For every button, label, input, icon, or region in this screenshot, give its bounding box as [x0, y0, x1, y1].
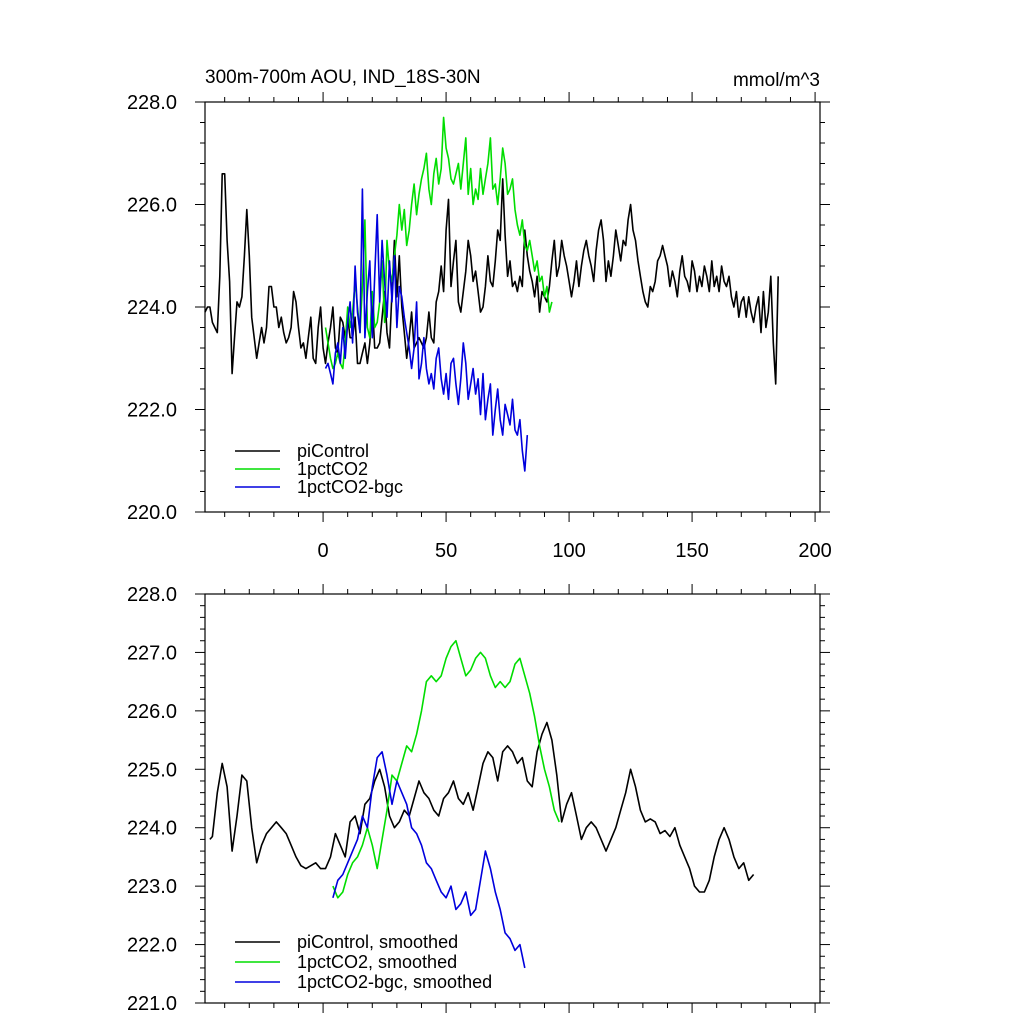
legend-label: 1pctCO2-bgc, smoothed: [297, 972, 492, 992]
y-tick-label: 224.0: [127, 297, 177, 319]
bottom-panel: 221.0 222.0 223.0 224.0 225.0 226.0 227.0 228.0…: [127, 584, 830, 1015]
series-line-1pctco2-bgc: [324, 188, 529, 472]
x-tick-label: 50: [435, 540, 457, 562]
x-tick-label: 100: [552, 540, 585, 562]
x-tick-label: 150: [675, 540, 708, 562]
y-tick-label: 224.0: [127, 818, 177, 840]
series-line-1pctco2-smoothed: [332, 639, 560, 899]
bottom-axis-ticks: [195, 584, 830, 1013]
bottom-series: [209, 639, 755, 969]
y-tick-label: 221.0: [127, 993, 177, 1015]
chart-title: 300m-700m AOU, IND_18S-30N: [205, 67, 481, 88]
legend-label: piControl, smoothed: [297, 932, 458, 952]
bottom-y-tick-labels: 221.0 222.0 223.0 224.0 225.0 226.0 227.0 228.0: [127, 584, 177, 1015]
y-tick-label: 228.0: [127, 92, 177, 114]
legend-label: piControl: [297, 441, 369, 461]
y-tick-label: 227.0: [127, 642, 177, 664]
y-tick-label: 226.0: [127, 701, 177, 723]
bottom-plot-frame: [204, 593, 821, 1004]
top-series: [204, 116, 779, 472]
series-line-1pctco2-bgc-smoothed: [332, 751, 526, 969]
y-tick-label: 226.0: [127, 195, 177, 217]
y-tick-label: 223.0: [127, 876, 177, 898]
legend-label: 1pctCO2-bgc: [297, 477, 403, 497]
units-label: mmol/m^3: [733, 70, 820, 91]
y-tick-label: 222.0: [127, 935, 177, 957]
top-axis-ticks: [195, 92, 830, 522]
y-tick-label: 220.0: [127, 502, 177, 524]
legend-label: 1pctCO2, smoothed: [297, 952, 457, 972]
y-tick-label: 228.0: [127, 584, 177, 606]
series-line-picontrol-smoothed: [209, 721, 755, 893]
top-panel: 300m-700m AOU, IND_18S-30N mmol/m^3 220.…: [127, 67, 832, 562]
top-plot-frame: [204, 101, 821, 513]
x-tick-label: 0: [318, 540, 329, 562]
top-x-tick-labels: 0 50 100 150 200: [318, 540, 832, 562]
y-tick-label: 225.0: [127, 759, 177, 781]
y-tick-label: 222.0: [127, 400, 177, 422]
x-tick-label: 200: [798, 540, 831, 562]
top-y-tick-labels: 220.0 222.0 224.0 226.0 228.0: [127, 92, 177, 524]
legend-label: 1pctCO2: [297, 459, 368, 479]
series-line-picontrol: [204, 173, 779, 385]
